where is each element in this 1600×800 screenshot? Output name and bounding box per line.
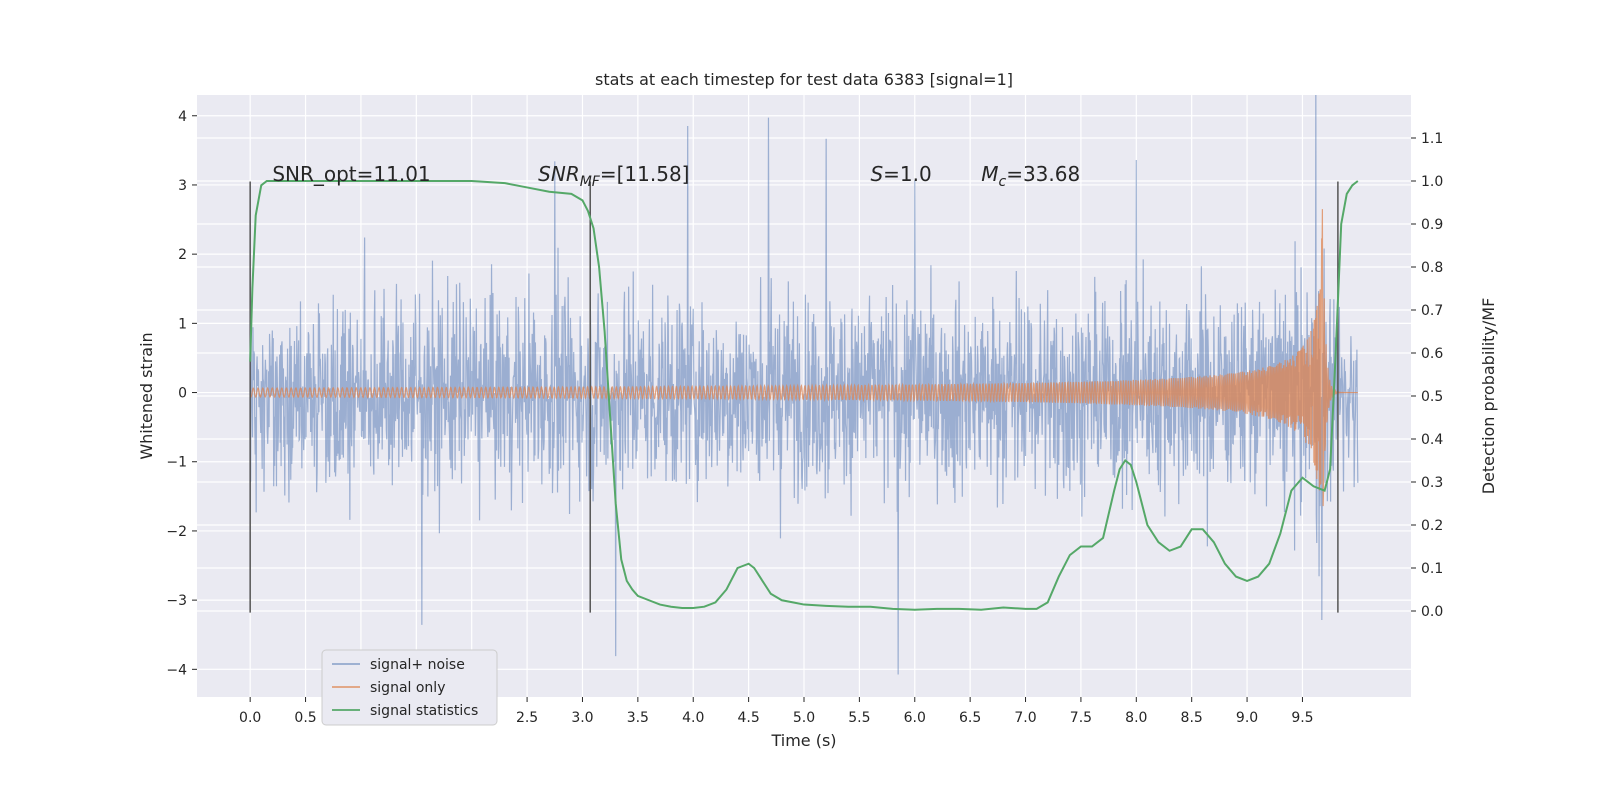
x-tick-label: 0.0 — [239, 710, 261, 726]
x-tick-label: 5.5 — [848, 710, 870, 726]
y2-tick-label: 0.4 — [1421, 432, 1443, 448]
x-tick-label: 5.0 — [793, 710, 815, 726]
x-tick-label: 9.5 — [1291, 710, 1313, 726]
y-axis-label: Whitened strain — [137, 332, 156, 459]
y2-tick-label: 0.6 — [1421, 346, 1443, 362]
legend-label: signal only — [370, 680, 445, 696]
chart-title: stats at each timestep for test data 638… — [595, 70, 1013, 89]
y2-tick-label: 0.9 — [1421, 217, 1443, 233]
x-tick-label: 0.5 — [294, 710, 316, 726]
x-tick-label: 8.5 — [1181, 710, 1203, 726]
x-tick-label: 6.0 — [904, 710, 926, 726]
x-tick-label: 7.5 — [1070, 710, 1092, 726]
legend: signal+ noise signal only signal statistic… — [321, 649, 498, 726]
legend-label: signal statistics — [370, 703, 478, 719]
y-tick-label: −3 — [166, 593, 187, 609]
y2-tick-label: 0.7 — [1421, 303, 1443, 319]
legend-box — [321, 649, 498, 726]
y-tick-label: 1 — [178, 316, 187, 332]
signal-series — [249, 209, 1358, 507]
y2-tick-label: 0.3 — [1421, 475, 1443, 491]
annotation-2: S=1.0 — [870, 162, 931, 186]
x-tick-label: 9.0 — [1236, 710, 1258, 726]
y-tick-label: 2 — [178, 247, 187, 263]
y2-axis-label: Detection probability/MF — [1479, 298, 1498, 495]
y2-tick-label: 0.8 — [1421, 260, 1443, 276]
y-tick-label: 4 — [178, 109, 187, 125]
legend-label: signal+ noise — [370, 657, 465, 673]
vlines — [249, 181, 1339, 613]
y-tick-label: −2 — [166, 524, 187, 540]
y-tick-label: −1 — [166, 455, 187, 471]
annotations: SNR_opt=11.01 SNRMF=[11.58] S=1.0 Mc=33.68 — [272, 162, 1080, 190]
annotation-3: Mc=33.68 — [981, 162, 1080, 190]
y2-ticks: 1.1 1.0 0.9 0.8 0.7 0.6 0.5 0.4 0.3 0.2 0.1 0.0 — [1411, 131, 1443, 620]
y-ticks: 4 3 2 1 0 −1 −2 −3 −4 — [166, 109, 197, 678]
x-tick-label: 3.0 — [571, 710, 593, 726]
y-tick-label: −4 — [166, 662, 187, 678]
x-tick-label: 4.0 — [682, 710, 704, 726]
stats-series — [249, 180, 1359, 611]
signal-statistics-line — [249, 180, 1359, 611]
y2-tick-label: 0.5 — [1421, 389, 1443, 405]
signal-only-line — [249, 209, 1358, 507]
annotation-1: SNRMF=[11.58] — [538, 162, 689, 190]
y2-tick-label: 1.0 — [1421, 174, 1443, 190]
annotation-0: SNR_opt=11.01 — [272, 162, 430, 186]
x-tick-label: 8.0 — [1125, 710, 1147, 726]
y-tick-label: 3 — [178, 178, 187, 194]
x-axis-label: Time (s) — [770, 731, 836, 750]
x-tick-label: 4.5 — [737, 710, 759, 726]
x-tick-label: 6.5 — [959, 710, 981, 726]
y2-tick-label: 0.1 — [1421, 561, 1443, 577]
plot-area — [249, 95, 1359, 675]
y2-tick-label: 0.0 — [1421, 604, 1443, 620]
y-tick-label: 0 — [178, 386, 187, 402]
y2-tick-label: 0.2 — [1421, 518, 1443, 534]
x-tick-label: 7.0 — [1014, 710, 1036, 726]
x-tick-label: 3.5 — [627, 710, 649, 726]
y2-tick-label: 1.1 — [1421, 131, 1443, 147]
x-tick-label: 2.5 — [516, 710, 538, 726]
